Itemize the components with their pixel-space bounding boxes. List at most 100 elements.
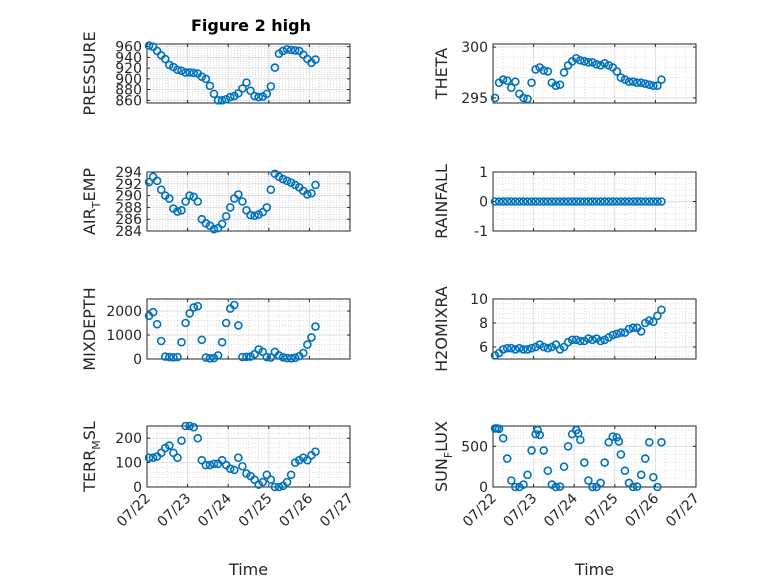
data-point [612, 67, 622, 76]
data-point [217, 219, 227, 229]
data-point [181, 197, 190, 206]
data-point [266, 82, 276, 91]
data-point [494, 197, 504, 206]
data-point [205, 353, 215, 363]
data-point [274, 482, 284, 492]
subplot-mixdepth: 0 1000 2000 MIXDEPTH [80, 287, 351, 371]
data-point [238, 352, 247, 362]
y-tick-label: -1 [474, 224, 488, 240]
y-tick-label: 200 [115, 431, 142, 447]
y-axis-label: H2OMIXRA [432, 286, 451, 372]
data-point [250, 91, 259, 101]
figure-title: Figure 2 high [191, 16, 311, 35]
data-point [527, 446, 536, 455]
data-point [221, 318, 231, 328]
data-point [539, 446, 549, 455]
y-tick-label: 292 [115, 177, 142, 193]
data-point [234, 321, 243, 330]
data-point [636, 327, 646, 336]
data-point [657, 437, 666, 447]
y-tick-label: 294 [115, 165, 142, 181]
data-point [177, 337, 186, 347]
data-point [303, 190, 312, 199]
data-point [584, 58, 593, 67]
data-point [225, 203, 235, 212]
data-point [592, 60, 601, 69]
y-axis-label: PRESSURE [80, 31, 99, 115]
data-point [282, 477, 292, 487]
data-point [515, 197, 524, 206]
data-point [193, 197, 203, 206]
data-point [624, 197, 634, 206]
y-axis-label: RAINFALL [432, 164, 451, 239]
data-point [165, 194, 174, 203]
y-tick-label: 920 [115, 61, 142, 77]
axes-box [146, 425, 351, 488]
data-point [278, 353, 288, 362]
data-point [262, 203, 272, 212]
data-point [303, 340, 312, 349]
y-tick-label: 0 [479, 480, 488, 496]
data-point [640, 79, 650, 88]
data-point [616, 328, 626, 337]
data-point [645, 316, 654, 325]
data-point [657, 305, 666, 315]
data-point [498, 345, 508, 354]
data-point [596, 197, 605, 206]
data-point [152, 176, 162, 186]
data-point [580, 197, 589, 206]
data-point [519, 197, 528, 206]
data-point [531, 65, 540, 74]
data-point [490, 93, 500, 103]
y-tick-label: 500 [461, 439, 488, 455]
data-point [193, 433, 203, 443]
data-point [234, 453, 243, 463]
data-point [494, 424, 504, 434]
data-point [290, 353, 300, 363]
data-point [567, 197, 577, 206]
data-point [584, 334, 593, 343]
data-point [290, 46, 300, 55]
data-point [193, 301, 203, 311]
data-point [498, 197, 508, 206]
data-point [511, 197, 520, 206]
data-point [177, 66, 186, 76]
x-axis-label: Time [574, 560, 614, 579]
data-point [148, 453, 158, 463]
data-point [555, 197, 565, 206]
data-point [543, 466, 553, 476]
data-point [580, 56, 589, 66]
data-point [262, 89, 272, 99]
data-point [588, 335, 597, 345]
y-tick-label: 290 [115, 189, 142, 205]
data-point [523, 345, 532, 354]
data-point [543, 197, 553, 206]
data-point [523, 470, 532, 480]
data-point [506, 197, 516, 206]
data-point [270, 482, 280, 492]
y-tick-label: 300 [461, 40, 488, 56]
data-point [189, 68, 198, 78]
data-point [596, 61, 605, 70]
data-point [523, 94, 532, 104]
data-point [209, 224, 219, 234]
data-point [559, 197, 569, 206]
data-point [657, 197, 666, 206]
data-point [311, 55, 320, 64]
data-point [575, 197, 585, 206]
y-axis-label: SUNFLUX [432, 421, 455, 492]
data-point [535, 430, 544, 440]
y-tick-label: 860 [115, 93, 142, 109]
data-point [614, 437, 624, 446]
data-point [238, 461, 247, 471]
data-point [571, 53, 581, 63]
data-point [620, 466, 630, 476]
data-point [173, 65, 182, 75]
data-point [185, 421, 194, 431]
data-point [640, 454, 650, 463]
data-point [250, 211, 259, 220]
y-axis-label: MIXDEPTH [80, 287, 99, 370]
data-point [258, 477, 268, 487]
